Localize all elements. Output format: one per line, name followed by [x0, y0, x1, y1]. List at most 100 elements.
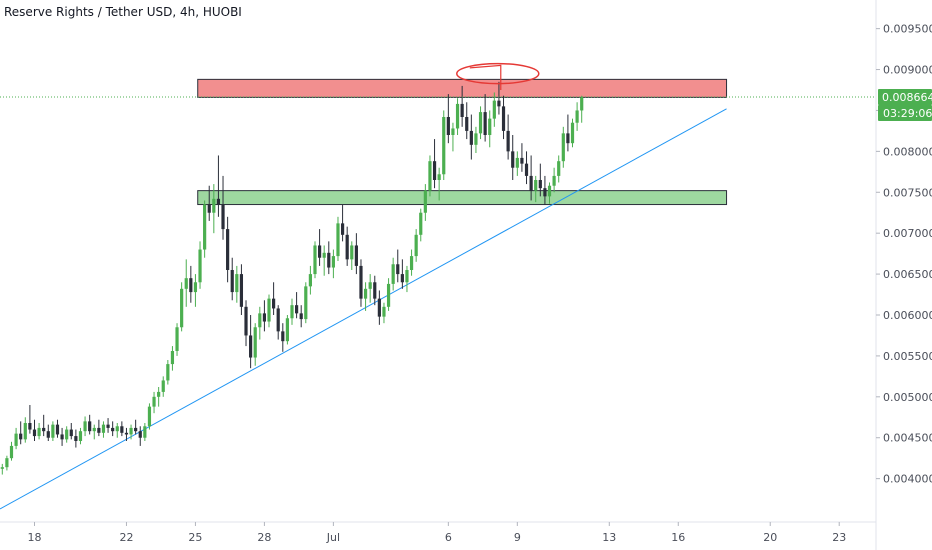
candle — [409, 249, 414, 276]
candle-body — [506, 130, 510, 152]
candle — [226, 216, 230, 283]
candle — [106, 418, 110, 433]
candle-body — [46, 431, 50, 438]
candle — [451, 122, 455, 152]
x-tick-label: 23 — [832, 531, 846, 544]
candle-body — [106, 424, 110, 428]
candle-body — [272, 298, 276, 309]
y-tick-label: 0.005500 — [883, 350, 932, 363]
annotation-mark[interactable] — [469, 64, 502, 90]
candle — [428, 155, 432, 197]
candle — [267, 294, 271, 328]
candle — [46, 424, 50, 441]
candle — [262, 300, 267, 332]
candle — [32, 419, 37, 441]
candle — [212, 184, 216, 234]
candle — [170, 346, 175, 371]
candle — [488, 110, 492, 148]
trendline-layer — [0, 108, 727, 510]
candle-body — [69, 429, 73, 437]
candle — [382, 302, 386, 324]
candle-body — [207, 204, 211, 213]
trendline[interactable] — [0, 108, 727, 510]
price-axis[interactable]: 0.0095000.0090000.0085000.0080000.007500… — [876, 23, 932, 486]
candle — [161, 376, 165, 397]
candle-body — [226, 229, 230, 270]
candle — [134, 419, 138, 435]
candle — [175, 323, 179, 356]
candle — [455, 98, 460, 135]
candle-body — [152, 396, 156, 407]
candle — [184, 259, 188, 307]
candle-body — [83, 421, 87, 432]
candle — [9, 441, 14, 461]
y-tick-label: 0.009000 — [883, 64, 932, 77]
candle-body — [111, 427, 115, 432]
candle — [216, 155, 221, 217]
candle — [23, 417, 27, 443]
candle-body — [575, 110, 579, 123]
candle — [529, 155, 533, 201]
candle-body — [294, 305, 299, 314]
candle-body — [276, 308, 280, 332]
candle-body — [42, 427, 46, 432]
candle — [299, 305, 303, 328]
candle — [538, 163, 542, 197]
candle — [442, 110, 446, 180]
x-tick-label: 20 — [763, 531, 777, 544]
time-axis[interactable]: 18 22 25 28 Jul 6 9 13 16 20 23 — [27, 522, 846, 544]
candle-body — [235, 274, 239, 293]
x-tick-label: Jul — [326, 531, 340, 544]
candle-body — [534, 180, 538, 191]
support-zone[interactable] — [197, 190, 728, 206]
candle-body — [451, 128, 455, 135]
candle — [460, 85, 464, 127]
candle — [37, 423, 41, 440]
candle — [253, 323, 257, 366]
candle — [575, 102, 579, 131]
candle — [157, 387, 161, 407]
candle — [363, 282, 368, 311]
candle-body — [258, 313, 262, 328]
candle — [235, 265, 239, 303]
candle — [78, 427, 83, 445]
candle — [193, 274, 198, 307]
candle-body — [488, 118, 492, 135]
candle-body — [345, 234, 349, 260]
x-tick-label: 18 — [27, 531, 41, 544]
countdown-tag: 03:29:06 — [878, 105, 932, 122]
candle-body — [120, 426, 124, 433]
candle — [354, 233, 358, 275]
candle-body — [78, 431, 83, 441]
candle — [221, 175, 225, 240]
candle-body — [543, 188, 547, 197]
candle-body — [570, 122, 575, 144]
candle — [327, 241, 331, 275]
candle-body — [37, 427, 41, 437]
candle-body — [138, 431, 142, 438]
candle — [129, 424, 133, 440]
y-tick-label: 0.006000 — [883, 309, 932, 322]
candle-body — [134, 427, 138, 432]
candle — [570, 118, 575, 148]
candle-body — [285, 318, 290, 342]
candle-body — [65, 429, 69, 440]
candle-body — [368, 282, 372, 289]
candle-body — [409, 256, 414, 270]
x-tick-label: 6 — [445, 531, 452, 544]
candle-body — [88, 421, 92, 432]
candle-body — [28, 423, 32, 430]
last-price-tag: 0.008664 — [878, 89, 932, 106]
candle — [405, 265, 409, 293]
candle — [0, 463, 4, 475]
annotation-ellipse[interactable] — [456, 62, 540, 85]
candle — [396, 249, 400, 283]
candle-body — [442, 117, 446, 175]
candle-body — [244, 306, 248, 336]
candle — [152, 391, 156, 414]
candle — [203, 200, 207, 258]
candle-body — [511, 151, 515, 168]
candle-body — [465, 117, 469, 131]
candle — [368, 274, 372, 303]
